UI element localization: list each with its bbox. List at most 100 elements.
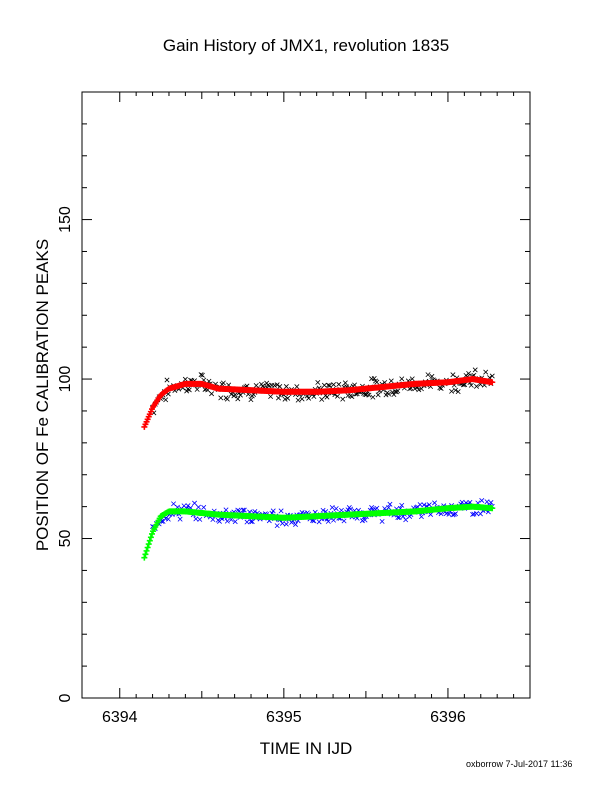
scatter-point-1 xyxy=(279,520,285,526)
scatter-point-0 xyxy=(218,395,224,401)
scatter-point-0 xyxy=(248,397,254,403)
scatter-point-1 xyxy=(338,507,344,513)
axis-ticks: 0 50 100 150 6394 6395 6396 xyxy=(57,91,531,726)
scatter-point-1 xyxy=(453,511,459,517)
scatter-point-1 xyxy=(241,507,247,513)
scatter-point-1 xyxy=(459,499,465,505)
scatter-point-0 xyxy=(386,391,392,397)
x-tick-label: 6396 xyxy=(430,709,466,726)
scatter-point-1 xyxy=(329,504,335,510)
x-axis-label: TIME IN IJD xyxy=(260,739,353,758)
scatter-point-0 xyxy=(453,387,459,393)
scatter-point-1 xyxy=(224,518,230,524)
scatter-point-0 xyxy=(268,394,274,400)
scatter-point-1 xyxy=(386,504,392,510)
scatter-point-1 xyxy=(197,516,203,522)
scatter-point-1 xyxy=(446,511,452,517)
scatter-point-0 xyxy=(282,396,288,402)
scatter-point-0 xyxy=(321,382,327,388)
scatter-point-0 xyxy=(315,379,321,385)
x-tick-label: 6395 xyxy=(266,709,302,726)
fit-point-1 xyxy=(142,551,149,558)
scatter-point-0 xyxy=(370,394,376,400)
x-tick-label: 6394 xyxy=(102,709,138,726)
scatter-point-0 xyxy=(466,370,472,376)
scatter-point-0 xyxy=(395,388,401,394)
scatter-point-0 xyxy=(182,376,188,382)
scatter-point-0 xyxy=(306,395,312,401)
scatter-point-1 xyxy=(395,515,401,521)
scatter-point-0 xyxy=(399,376,405,382)
scatter-point-0 xyxy=(224,396,230,402)
scatter-point-0 xyxy=(412,386,418,392)
scatter-point-0 xyxy=(232,392,238,398)
scatter-point-0 xyxy=(388,378,394,384)
scatter-point-1 xyxy=(396,515,402,521)
scatter-point-0 xyxy=(335,393,340,399)
scatter-point-1 xyxy=(278,508,284,514)
y-tick-label: 150 xyxy=(57,206,74,233)
scatter-point-0 xyxy=(285,395,291,401)
scatter-point-0 xyxy=(449,388,455,394)
scatter-point-0 xyxy=(349,394,355,400)
scatter-point-0 xyxy=(371,375,377,381)
y-axis-label: POSITION OF Fe CALIBRATION PEAKS xyxy=(33,239,52,551)
scatter-point-1 xyxy=(488,500,494,505)
fit-point-0 xyxy=(489,379,496,386)
scatter-point-1 xyxy=(240,507,246,513)
scatter-point-1 xyxy=(379,518,385,524)
scatter-point-0 xyxy=(468,382,474,388)
scatter-point-1 xyxy=(348,506,354,512)
scatter-point-1 xyxy=(333,506,339,512)
scatter-point-0 xyxy=(164,377,170,383)
scatter-point-1 xyxy=(223,507,229,513)
scatter-point-1 xyxy=(450,512,456,518)
scatter-point-1 xyxy=(195,504,201,510)
scatter-point-0 xyxy=(294,384,300,390)
scatter-point-0 xyxy=(438,386,444,391)
scatter-point-1 xyxy=(451,511,457,517)
fit-point-1 xyxy=(146,537,153,544)
scatter-point-1 xyxy=(293,522,299,527)
scatter-point-1 xyxy=(248,518,254,524)
fit-point-1 xyxy=(143,547,150,554)
scatter-point-1 xyxy=(474,511,480,516)
scatter-point-0 xyxy=(340,396,346,402)
scatter-point-1 xyxy=(421,502,427,508)
scatter-point-1 xyxy=(320,507,326,513)
scatter-point-0 xyxy=(163,397,169,403)
scatter-point-0 xyxy=(275,395,281,401)
scatter-point-0 xyxy=(450,372,456,378)
scatter-point-0 xyxy=(319,396,325,402)
scatter-point-0 xyxy=(352,382,358,388)
scatter-point-0 xyxy=(220,380,226,386)
scatter-point-1 xyxy=(362,517,368,523)
fit-point-1 xyxy=(489,505,496,512)
scatter-point-1 xyxy=(399,502,405,508)
scatter-point-1 xyxy=(325,518,331,524)
scatter-point-0 xyxy=(366,392,372,398)
y-tick-label: 100 xyxy=(57,366,74,393)
chart-title: Gain History of JMX1, revolution 1835 xyxy=(162,36,450,55)
scatter-point-0 xyxy=(416,387,422,393)
fit-point-1 xyxy=(145,541,152,548)
scatter-point-1 xyxy=(193,516,199,522)
scatter-point-1 xyxy=(470,511,476,517)
scatter-point-0 xyxy=(489,373,495,379)
scatter-point-0 xyxy=(295,397,301,403)
scatter-point-1 xyxy=(432,500,438,506)
scatter-point-1 xyxy=(484,499,490,505)
scatter-point-0 xyxy=(228,391,234,397)
scatter-point-0 xyxy=(299,396,305,402)
scatter-point-0 xyxy=(325,382,331,388)
scatter-point-1 xyxy=(369,505,375,510)
scatter-point-0 xyxy=(375,392,381,398)
scatter-point-0 xyxy=(327,383,333,389)
scatter-point-0 xyxy=(429,373,435,379)
scatter-point-1 xyxy=(232,519,238,525)
scatter-point-1 xyxy=(283,521,289,527)
scatter-point-1 xyxy=(165,516,171,522)
fit-point-1 xyxy=(147,534,154,541)
y-tick-label: 50 xyxy=(57,530,74,548)
